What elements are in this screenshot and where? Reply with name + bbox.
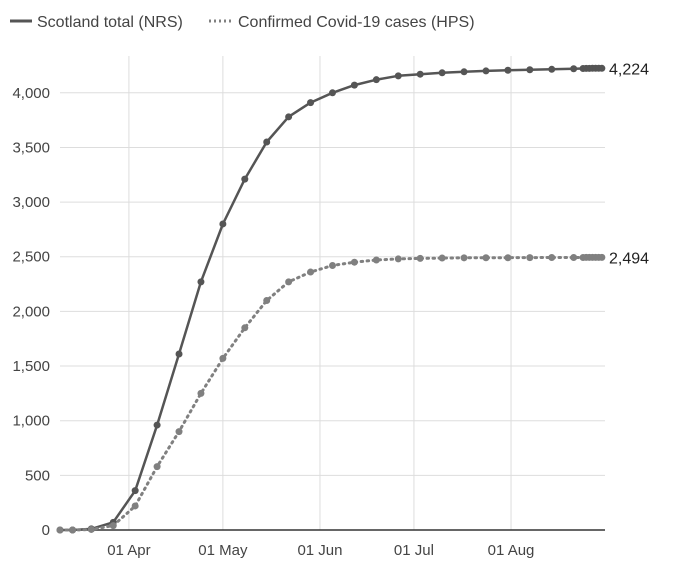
data-point [263,138,271,146]
series-line-confirmed-cases [58,255,604,532]
data-point [350,258,358,266]
data-point [504,254,512,262]
data-point [460,68,468,76]
data-point [56,526,64,534]
legend-label-scotland-total: Scotland total (NRS) [37,14,183,31]
data-point [504,66,512,74]
y-tick-label: 0 [42,522,50,539]
data-point [329,89,336,97]
data-point [285,113,293,121]
data-point [241,175,249,183]
data-point [219,220,227,228]
y-tick-label: 1,000 [12,413,50,430]
x-tick-label: 01 Jun [297,542,342,559]
end-labels: 4,224 2,494 [609,61,649,267]
data-point [548,254,556,262]
data-point [263,296,271,304]
data-point [197,278,205,286]
data-point [153,463,161,471]
series-confirmed-cases [56,253,606,534]
data-point [416,254,424,262]
data-point [394,255,402,263]
data-point [570,254,578,262]
data-point [175,350,183,358]
data-point [416,70,424,78]
data-point [307,268,315,276]
series-scotland-total [56,64,606,534]
gridlines [60,56,605,530]
x-tick-label: 01 May [198,542,248,559]
data-point [372,76,380,84]
legend-label-confirmed-cases: Confirmed Covid-19 cases (HPS) [238,14,475,31]
data-point [482,67,490,75]
data-point [69,526,77,534]
y-tick-label: 2,000 [12,303,50,320]
data-point [394,72,402,80]
data-point [598,64,606,72]
data-point [526,254,534,262]
data-point [285,278,293,286]
y-tick-label: 3,000 [12,194,50,211]
legend: Scotland total (NRS) Confirmed Covid-19 … [10,14,475,31]
data-point [350,81,358,89]
data-point [526,66,534,74]
y-tick-label: 1,500 [12,358,50,375]
x-tick-label: 01 Aug [488,542,535,559]
data-point [153,421,161,429]
data-point [438,69,446,77]
y-tick-label: 3,500 [12,139,50,156]
data-point [598,253,606,261]
data-point [548,65,556,73]
data-point [329,261,336,269]
data-point [131,487,139,495]
data-point [131,502,139,510]
data-point [87,525,95,533]
x-axis-ticks: 01 Apr 01 May 01 Jun 01 Jul 01 Aug [107,542,534,559]
end-value-label-confirmed-cases: 2,494 [609,250,649,267]
data-point [175,428,183,436]
data-point [197,389,205,397]
data-point [241,324,249,332]
x-tick-label: 01 Apr [107,542,150,559]
data-point [482,254,490,262]
data-point [307,99,315,107]
y-axis-ticks: 0 500 1,000 1,500 2,000 2,500 3,000 3,500 4,000 [12,85,50,539]
data-point [570,65,578,73]
y-tick-label: 4,000 [12,85,50,102]
data-point [372,256,380,264]
data-point [460,254,468,262]
y-tick-label: 2,500 [12,249,50,266]
data-point [438,254,446,262]
data-point [109,522,117,530]
series-line-scotland-total [58,67,604,532]
series-layer [56,64,606,534]
y-tick-label: 500 [25,467,50,484]
end-value-label-scotland-total: 4,224 [609,61,649,78]
data-point [219,354,227,362]
x-tick-label: 01 Jul [394,542,434,559]
